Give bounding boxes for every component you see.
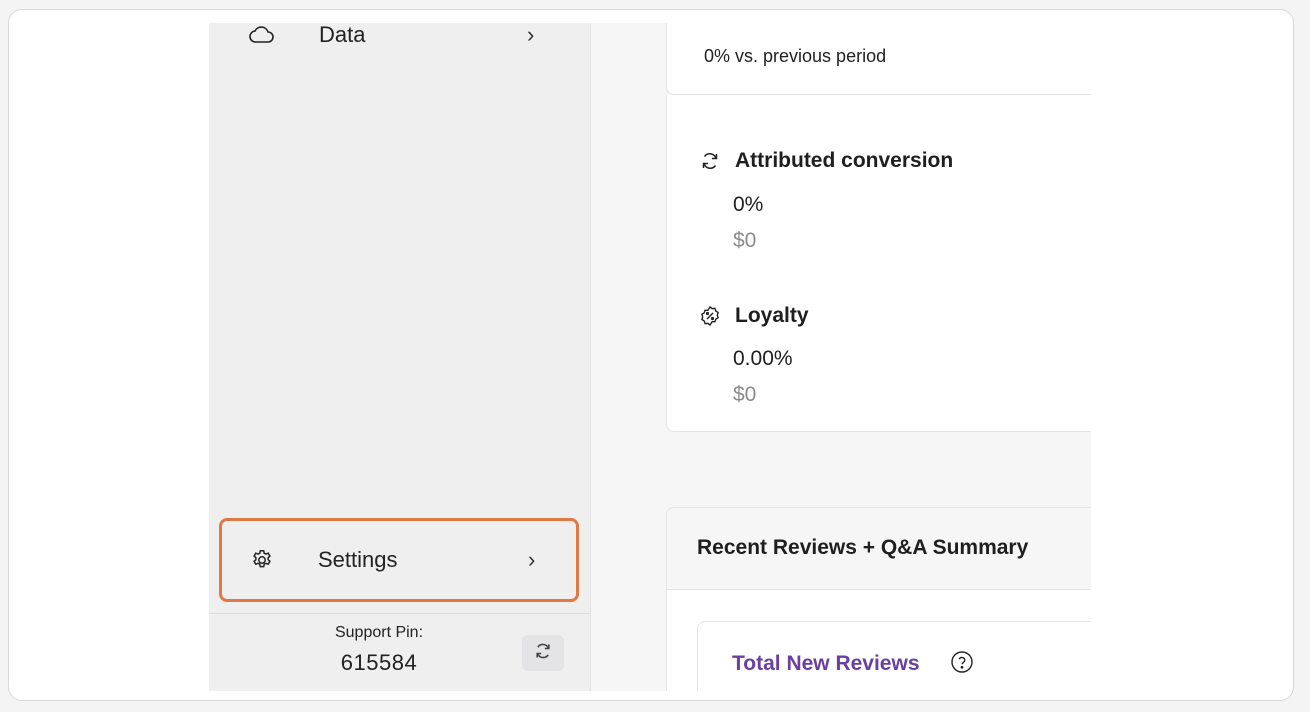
sidebar-item-settings[interactable]: Settings › xyxy=(219,518,579,602)
loyalty-header: Loyalty xyxy=(697,303,809,329)
chevron-right-icon: › xyxy=(527,23,535,47)
refresh-icon xyxy=(533,641,553,666)
chevron-right-icon: › xyxy=(528,547,536,572)
support-pin-section: Support Pin: 615584 xyxy=(209,613,591,691)
metric-title: Attributed conversion xyxy=(735,149,954,172)
metric-title: Loyalty xyxy=(735,304,809,327)
metric-amount: $0 xyxy=(733,229,757,252)
total-new-reviews-card: Total New Reviews xyxy=(697,621,1091,691)
metric-value: 0% xyxy=(733,193,764,216)
total-new-reviews-link[interactable]: Total New Reviews xyxy=(732,652,920,675)
gear-icon xyxy=(249,547,275,573)
reviews-summary-title: Recent Reviews + Q&A Summary xyxy=(697,536,1029,559)
metrics-card: Attributed conversion 0% $0 Loyalty xyxy=(666,95,1091,432)
metric-value: 0.00% xyxy=(733,347,793,370)
reviews-summary-card: Recent Reviews + Q&A Summary Total New R… xyxy=(666,507,1091,691)
app-viewport: Data › Settings › Support Pin: 615584 xyxy=(209,23,1091,691)
main-content: 0% vs. previous period Attributed conver… xyxy=(592,23,1091,691)
sidebar-item-label: Settings xyxy=(318,547,398,572)
comparison-text: 0% vs. previous period xyxy=(704,46,887,66)
metric-amount: $0 xyxy=(733,383,757,406)
question-circle-icon[interactable] xyxy=(950,650,974,674)
support-pin-value: 615584 xyxy=(340,650,418,675)
screenshot-frame: Data › Settings › Support Pin: 615584 xyxy=(8,9,1294,701)
sync-icon xyxy=(697,148,723,174)
refresh-pin-button[interactable] xyxy=(522,635,564,671)
attributed-conversion-header: Attributed conversion xyxy=(697,148,953,174)
reviews-summary-header: Recent Reviews + Q&A Summary xyxy=(667,508,1091,590)
support-pin-label: Support Pin: xyxy=(334,624,424,641)
summary-card: 0% vs. previous period xyxy=(666,23,1091,95)
percent-badge-icon xyxy=(697,303,723,329)
sidebar-item-data[interactable]: Data › xyxy=(219,23,579,77)
sidebar: Data › Settings › Support Pin: 615584 xyxy=(209,23,591,691)
cloud-icon xyxy=(249,23,275,48)
sidebar-item-label: Data xyxy=(319,23,366,47)
